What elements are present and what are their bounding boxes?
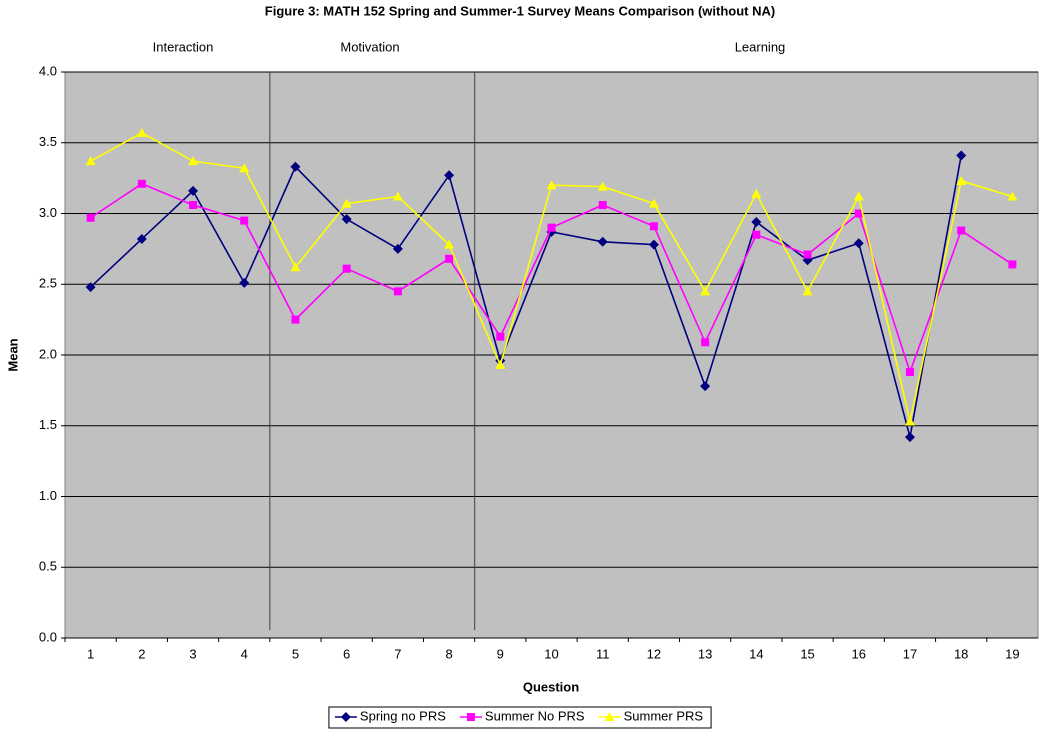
marker [649, 222, 658, 231]
section-label: Learning [735, 39, 786, 54]
x-tick-label: 19 [1005, 646, 1019, 661]
marker [751, 188, 762, 198]
marker [495, 359, 506, 369]
x-tick-label: 11 [596, 646, 610, 661]
x-tick-label: 13 [698, 646, 712, 661]
marker [956, 175, 967, 185]
marker [239, 277, 250, 288]
marker [802, 286, 813, 296]
legend-label: Summer No PRS [485, 708, 585, 723]
marker [597, 236, 608, 247]
x-tick-label: 1 [87, 646, 94, 661]
marker [1007, 191, 1018, 201]
marker [1008, 260, 1017, 269]
marker [85, 282, 96, 293]
marker [291, 315, 300, 324]
marker [136, 233, 147, 244]
x-axis-label: Question [523, 679, 579, 694]
marker [341, 198, 352, 208]
marker [854, 209, 863, 218]
marker [137, 179, 146, 188]
x-tick-label: 5 [292, 646, 299, 661]
marker [341, 214, 352, 225]
marker [188, 185, 199, 196]
marker [751, 216, 762, 227]
marker [445, 254, 454, 263]
y-tick-label: 0.5 [39, 559, 57, 574]
y-tick-label: 0.0 [39, 629, 57, 644]
marker [342, 264, 351, 273]
series-line [90, 155, 962, 438]
marker [466, 713, 475, 721]
marker [547, 223, 556, 232]
marker [803, 250, 812, 259]
x-tick-label: 12 [647, 646, 661, 661]
chart-title: Figure 3: MATH 152 Spring and Summer-1 S… [265, 3, 775, 18]
marker [290, 262, 301, 272]
marker [240, 216, 249, 225]
x-tick-label: 16 [852, 646, 866, 661]
marker [444, 170, 455, 181]
section-label: Motivation [340, 39, 399, 54]
marker [648, 198, 659, 208]
marker [904, 432, 915, 443]
marker [853, 238, 864, 249]
y-tick-label: 2.5 [39, 276, 57, 291]
x-tick-label: 9 [497, 646, 504, 661]
marker [392, 191, 403, 201]
x-tick-label: 4 [241, 646, 248, 661]
marker [853, 191, 864, 201]
x-tick-label: 14 [749, 646, 763, 661]
marker [340, 712, 351, 722]
marker [392, 243, 403, 254]
marker [701, 338, 710, 347]
marker [189, 201, 198, 210]
legend-box [328, 706, 712, 729]
marker [239, 163, 250, 173]
y-tick-label: 3.0 [39, 205, 57, 220]
x-tick-label: 8 [445, 646, 452, 661]
marker [598, 201, 607, 210]
marker [905, 367, 914, 376]
marker [904, 416, 915, 426]
x-tick-label: 6 [343, 646, 350, 661]
marker [604, 712, 615, 721]
marker [546, 180, 557, 190]
x-tick-label: 15 [800, 646, 814, 661]
x-tick-label: 3 [189, 646, 196, 661]
y-tick-label: 4.0 [39, 63, 57, 78]
marker [496, 332, 505, 341]
marker [85, 156, 96, 166]
marker [86, 213, 95, 222]
marker [136, 127, 147, 137]
marker [648, 239, 659, 250]
section-label: Interaction [153, 39, 214, 54]
x-tick-label: 18 [954, 646, 968, 661]
y-tick-label: 3.5 [39, 134, 57, 149]
x-tick-label: 7 [394, 646, 401, 661]
marker [597, 181, 608, 191]
marker [956, 150, 967, 161]
y-tick-label: 2.0 [39, 346, 57, 361]
y-tick-label: 1.5 [39, 417, 57, 432]
legend-label: Summer PRS [624, 708, 704, 723]
marker [700, 381, 711, 392]
y-tick-label: 1.0 [39, 488, 57, 503]
marker [957, 226, 966, 235]
legend-label: Spring no PRS [360, 708, 446, 723]
x-tick-label: 10 [544, 646, 558, 661]
marker [444, 239, 455, 249]
y-axis-label: Mean [5, 338, 20, 371]
marker [188, 156, 199, 166]
x-tick-label: 2 [138, 646, 145, 661]
marker [290, 161, 301, 172]
x-tick-label: 17 [903, 646, 917, 661]
legend: Spring no PRS Summer No PRS Summer PRS [328, 706, 712, 729]
marker [393, 287, 402, 296]
marker [700, 286, 711, 296]
marker [752, 230, 761, 239]
